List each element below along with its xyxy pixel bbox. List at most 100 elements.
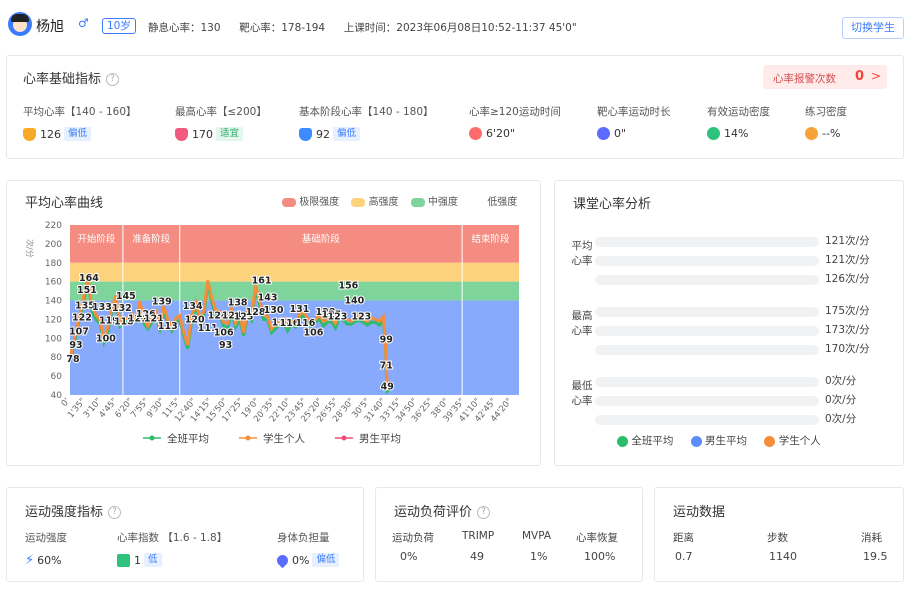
metric-2: 基本阶段心率【140 - 180】 92 偏低: [299, 106, 434, 141]
analysis-bar: [595, 237, 819, 247]
analysis-value: 173次/分: [825, 324, 870, 336]
status-badge: 偏低: [64, 127, 92, 141]
sport-value: 0.7: [675, 550, 693, 563]
heart-blue-icon: [299, 127, 312, 141]
data-label: 123: [234, 312, 254, 323]
status-badge: 偏低: [333, 127, 361, 141]
target-hr: 178-194: [281, 22, 326, 34]
metric-5: 有效运动密度 14%: [707, 106, 770, 140]
data-label: 145: [116, 291, 136, 302]
arrow-right-icon: >: [871, 69, 882, 83]
data-label: 134: [183, 301, 203, 312]
y-tick-label: 220: [45, 221, 62, 231]
analysis-value: 0次/分: [825, 394, 857, 406]
data-label: 78: [66, 354, 80, 365]
zone-band: [70, 281, 519, 301]
intensity-title: 运动强度指标?: [25, 501, 122, 520]
status-badge: 低: [144, 553, 162, 567]
analysis-group-label: 最低心率: [571, 380, 593, 407]
data-label: 122: [72, 313, 92, 324]
sport-title: 运动数据: [673, 505, 726, 520]
metric-0: 平均心率【140 - 160】 126 偏低: [23, 106, 137, 141]
class-time: 2023年06月08日10:52-11:37 45'0": [396, 22, 577, 34]
analysis-value: 170次/分: [825, 343, 870, 355]
data-label: 123: [351, 312, 371, 323]
data-label: 128: [246, 307, 266, 318]
legend-dot: [341, 435, 347, 441]
help-icon[interactable]: ?: [106, 73, 120, 86]
y-tick-label: 140: [45, 297, 62, 307]
load-value: 1%: [530, 550, 548, 563]
hr-curve-card: 平均心率曲线 极限强度 高强度 中强度 低强度 开始阶段 准备阶段 基础阶段 结束阶段…: [6, 180, 541, 466]
analysis-bar: [595, 256, 819, 266]
legend-label: 学生个人: [263, 432, 305, 445]
help-icon[interactable]: ?: [108, 506, 122, 519]
y-tick-label: 60: [51, 372, 63, 382]
hr-curve-title: 平均心率曲线: [25, 196, 104, 211]
data-label: 133: [92, 302, 112, 313]
analysis-value: 0次/分: [825, 375, 857, 387]
analysis-bar: [595, 307, 819, 317]
analysis-bar: [595, 326, 819, 336]
analysis-group-label: 平均心率: [571, 240, 593, 267]
sport-label: 步数: [767, 532, 788, 544]
data-label: 164: [79, 273, 99, 284]
y-tick-label: 40: [51, 391, 63, 401]
chart-icon: [117, 553, 130, 567]
data-label: 125: [321, 310, 341, 321]
data-label: 124: [222, 311, 242, 322]
data-label: 138: [228, 297, 248, 308]
analysis-value: 121次/分: [825, 254, 870, 266]
help-icon[interactable]: ?: [477, 506, 491, 519]
analysis-bar: [595, 345, 819, 355]
data-label: 118: [114, 316, 134, 327]
phase-label: 结束阶段: [472, 233, 511, 245]
data-label: 143: [258, 293, 278, 304]
sport-value: 1140: [769, 550, 797, 563]
phase-label: 基础阶段: [302, 233, 341, 245]
analysis-value: 175次/分: [825, 305, 870, 317]
legend-label: 全班平均: [167, 432, 209, 445]
data-label: 130: [264, 305, 284, 316]
phase-label: 开始阶段: [77, 233, 116, 245]
metric-1: 最高心率【≤200】 170 适宜: [175, 106, 267, 141]
analysis-bar: [595, 275, 819, 285]
heart-pulse-icon: [23, 127, 36, 141]
sport-data-card: 运动数据 距离 0.7 步数 1140 消耗 19.5: [654, 487, 904, 582]
data-label: 156: [338, 280, 358, 291]
target-icon: [597, 127, 610, 140]
data-label: 140: [344, 296, 364, 307]
data-label: 93: [219, 340, 232, 351]
data-label: 124: [208, 311, 228, 322]
data-label: 123: [327, 312, 347, 323]
practice-icon: [805, 127, 818, 140]
sport-value: 19.5: [863, 550, 888, 563]
hr-curve-chart[interactable]: 开始阶段 准备阶段 基础阶段 结束阶段 40 60 80 100 120 140 160 180 200…: [7, 205, 540, 465]
data-label: 113: [158, 321, 178, 332]
analysis-bar: [595, 415, 819, 425]
age-badge: 10岁: [102, 18, 136, 34]
data-label: 121: [128, 314, 148, 325]
phase-label: 准备阶段: [132, 233, 171, 245]
header-info: 静息心率：130 靶心率：178-194 上课时间：2023年06月08日10:…: [148, 22, 577, 34]
data-label: 161: [252, 276, 272, 287]
metric-6: 练习密度 --%: [805, 106, 847, 140]
load-value: 100%: [584, 550, 616, 563]
legend-label: 男生平均: [359, 432, 401, 445]
alarm-count-button[interactable]: 心率报警次数 0 >: [763, 65, 887, 89]
analysis-bar: [595, 377, 819, 387]
y-tick-label: 80: [51, 353, 63, 363]
analysis-value: 121次/分: [825, 235, 870, 247]
analysis-bar: [595, 396, 819, 406]
analysis-value: 126次/分: [825, 273, 870, 285]
load-card: 运动负荷评价? 运动负荷 0% TRIMP 49 MVPA 1% 心率恢复 100%: [375, 487, 643, 582]
analysis-legend: 全班平均 男生平均 学生个人: [617, 433, 821, 448]
data-label: 107: [69, 327, 89, 338]
legend-dot: [149, 435, 155, 441]
switch-student-button[interactable]: 切换学生: [842, 17, 904, 39]
sport-label: 距离: [673, 532, 694, 544]
data-label: 106: [304, 328, 324, 339]
data-label: 49: [381, 382, 394, 393]
data-label: 111: [198, 323, 218, 334]
